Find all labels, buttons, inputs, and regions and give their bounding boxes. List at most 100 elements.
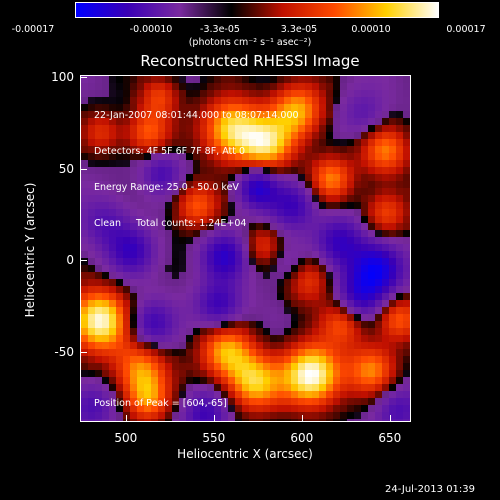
heatmap-cell bbox=[326, 244, 333, 251]
heatmap-cell bbox=[270, 335, 277, 342]
heatmap-cell bbox=[403, 349, 410, 356]
heatmap-cell bbox=[109, 314, 116, 321]
heatmap-cell bbox=[144, 167, 151, 174]
heatmap-cell bbox=[116, 174, 123, 181]
heatmap-cell bbox=[95, 300, 102, 307]
heatmap-cell bbox=[102, 405, 109, 412]
heatmap-cell bbox=[242, 90, 249, 97]
heatmap-cell bbox=[158, 293, 165, 300]
heatmap-cell bbox=[151, 328, 158, 335]
heatmap-cell bbox=[144, 286, 151, 293]
heatmap-cell bbox=[340, 216, 347, 223]
heatmap-cell bbox=[123, 377, 130, 384]
heatmap-cell bbox=[347, 363, 354, 370]
heatmap-cell bbox=[123, 146, 130, 153]
heatmap-cell bbox=[200, 377, 207, 384]
heatmap-cell bbox=[144, 405, 151, 412]
heatmap-cell bbox=[298, 419, 305, 421]
heatmap-cell bbox=[228, 286, 235, 293]
heatmap-cell bbox=[186, 307, 193, 314]
heatmap-cell bbox=[137, 118, 144, 125]
heatmap-cell bbox=[389, 419, 396, 421]
heatmap-cell bbox=[158, 314, 165, 321]
heatmap-cell bbox=[109, 265, 116, 272]
heatmap-cell bbox=[228, 384, 235, 391]
heatmap-cell bbox=[81, 300, 88, 307]
heatmap-cell bbox=[235, 230, 242, 237]
heatmap-cell bbox=[396, 307, 403, 314]
heatmap-cell bbox=[144, 265, 151, 272]
heatmap-cell bbox=[403, 125, 410, 132]
heatmap-cell bbox=[109, 111, 116, 118]
heatmap-cell bbox=[312, 125, 319, 132]
heatmap-cell bbox=[179, 202, 186, 209]
heatmap-cell bbox=[214, 405, 221, 412]
heatmap-cell bbox=[172, 167, 179, 174]
heatmap-cell bbox=[312, 167, 319, 174]
heatmap-cell bbox=[221, 209, 228, 216]
heatmap-cell bbox=[235, 97, 242, 104]
heatmap-cell bbox=[207, 83, 214, 90]
heatmap-cell bbox=[249, 209, 256, 216]
heatmap-cell bbox=[354, 111, 361, 118]
heatmap-cell bbox=[340, 335, 347, 342]
heatmap-cell bbox=[368, 251, 375, 258]
heatmap-cell bbox=[151, 237, 158, 244]
heatmap-cell bbox=[109, 216, 116, 223]
heatmap-cell bbox=[144, 132, 151, 139]
heatmap-cell bbox=[291, 384, 298, 391]
heatmap-cell bbox=[368, 258, 375, 265]
heatmap-cell bbox=[193, 160, 200, 167]
heatmap-cell bbox=[109, 405, 116, 412]
heatmap-cell bbox=[340, 419, 347, 421]
heatmap-cell bbox=[368, 279, 375, 286]
heatmap-cell bbox=[263, 307, 270, 314]
heatmap-cell bbox=[319, 363, 326, 370]
heatmap-cell bbox=[109, 321, 116, 328]
heatmap-cell bbox=[172, 258, 179, 265]
heatmap-cell bbox=[256, 83, 263, 90]
heatmap-cell bbox=[396, 90, 403, 97]
heatmap-cell bbox=[137, 356, 144, 363]
heatmap-cell bbox=[319, 384, 326, 391]
heatmap-cell bbox=[403, 195, 410, 202]
heatmap-cell bbox=[242, 279, 249, 286]
heatmap-cell bbox=[102, 188, 109, 195]
heatmap-cell bbox=[284, 104, 291, 111]
heatmap-cell bbox=[347, 216, 354, 223]
heatmap-cell bbox=[333, 398, 340, 405]
heatmap-cell bbox=[165, 104, 172, 111]
heatmap-cell bbox=[396, 419, 403, 421]
heatmap-cell bbox=[270, 181, 277, 188]
heatmap-cell bbox=[235, 160, 242, 167]
heatmap-cell bbox=[242, 377, 249, 384]
heatmap-cell bbox=[249, 258, 256, 265]
heatmap-cell bbox=[165, 377, 172, 384]
heatmap-cell bbox=[81, 272, 88, 279]
heatmap-cell bbox=[137, 279, 144, 286]
heatmap-cell bbox=[354, 370, 361, 377]
heatmap-cell bbox=[305, 342, 312, 349]
heatmap-cell bbox=[277, 230, 284, 237]
heatmap-cell bbox=[81, 314, 88, 321]
heatmap-cell bbox=[340, 342, 347, 349]
heatmap-cell bbox=[249, 76, 256, 83]
heatmap-cell bbox=[95, 349, 102, 356]
heatmap-cell bbox=[263, 202, 270, 209]
heatmap-cell bbox=[158, 181, 165, 188]
heatmap-cell bbox=[333, 125, 340, 132]
heatmap-cell bbox=[333, 363, 340, 370]
heatmap-cell bbox=[277, 363, 284, 370]
heatmap-cell bbox=[200, 342, 207, 349]
heatmap-cell bbox=[375, 251, 382, 258]
heatmap-cell bbox=[347, 384, 354, 391]
heatmap-cell bbox=[207, 90, 214, 97]
heatmap-cell bbox=[305, 153, 312, 160]
heatmap-cell bbox=[354, 195, 361, 202]
heatmap-cell bbox=[375, 188, 382, 195]
heatmap-cell bbox=[347, 370, 354, 377]
heatmap-cell bbox=[235, 153, 242, 160]
heatmap-cell bbox=[319, 412, 326, 419]
heatmap-cell bbox=[102, 230, 109, 237]
heatmap-cell bbox=[242, 146, 249, 153]
